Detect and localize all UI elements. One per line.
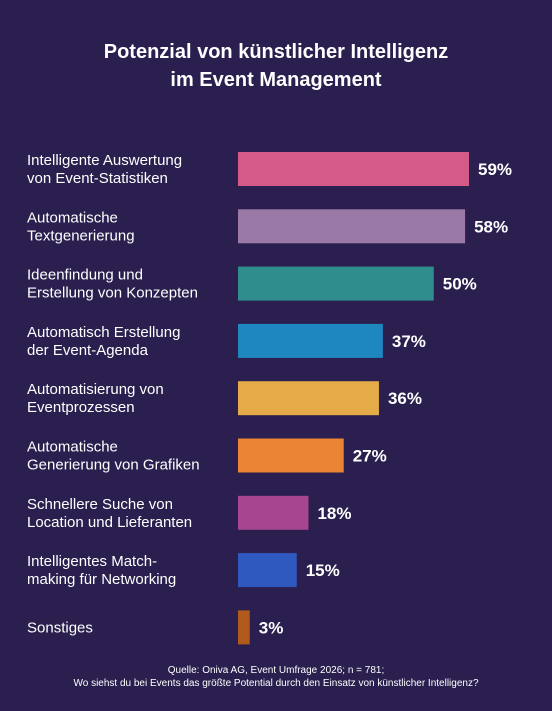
source-note: Quelle: Oniva AG, Event Umfrage 2026; n … bbox=[167, 665, 385, 676]
bar bbox=[238, 438, 344, 473]
value-label: 15% bbox=[306, 561, 340, 580]
value-label: 58% bbox=[474, 217, 508, 236]
value-label: 50% bbox=[443, 275, 477, 294]
chart-title-line-2: im Event Management bbox=[170, 69, 382, 91]
value-label: 36% bbox=[388, 389, 422, 408]
bar bbox=[238, 209, 466, 244]
bar bbox=[238, 553, 297, 588]
category-label: Automatische Textgenerierung bbox=[27, 209, 135, 244]
category-label: Automatisierung von Eventprozessen bbox=[27, 381, 164, 416]
chart-title-line-1: Potenzial von künstlicher Intelligenz bbox=[103, 41, 449, 63]
bar bbox=[238, 323, 383, 358]
value-label: 37% bbox=[392, 332, 426, 351]
category-label: Ideenfindung und Erstellung von Konzepten bbox=[27, 267, 198, 302]
bar bbox=[238, 610, 250, 645]
category-label: Automatische Generierung von Grafiken bbox=[27, 439, 200, 474]
bar bbox=[238, 152, 469, 186]
category-label: Intelligente Auswertung von Event-Statist… bbox=[27, 152, 182, 187]
value-label: 59% bbox=[478, 160, 512, 179]
category-label: Automatisch Erstellung der Event-Agenda bbox=[27, 324, 180, 359]
bar bbox=[238, 495, 309, 530]
category-label: Sonstiges bbox=[27, 619, 93, 636]
chart-title: Potenzial von künstlicher Intelligenz im… bbox=[0, 38, 552, 94]
category-label: Schnellere Suche von Location und Liefera… bbox=[27, 496, 192, 531]
value-label: 18% bbox=[317, 504, 351, 523]
chart-footer: Quelle: Oniva AG, Event Umfrage 2026; n … bbox=[0, 664, 552, 690]
bar bbox=[238, 381, 379, 416]
category-label: Intelligentes Match-making für Networkin… bbox=[27, 553, 176, 588]
bar bbox=[238, 266, 434, 301]
survey-question: Wo siehst du bei Events das größte Poten… bbox=[73, 678, 479, 689]
value-label: 27% bbox=[353, 447, 387, 466]
value-label: 3% bbox=[259, 618, 284, 637]
